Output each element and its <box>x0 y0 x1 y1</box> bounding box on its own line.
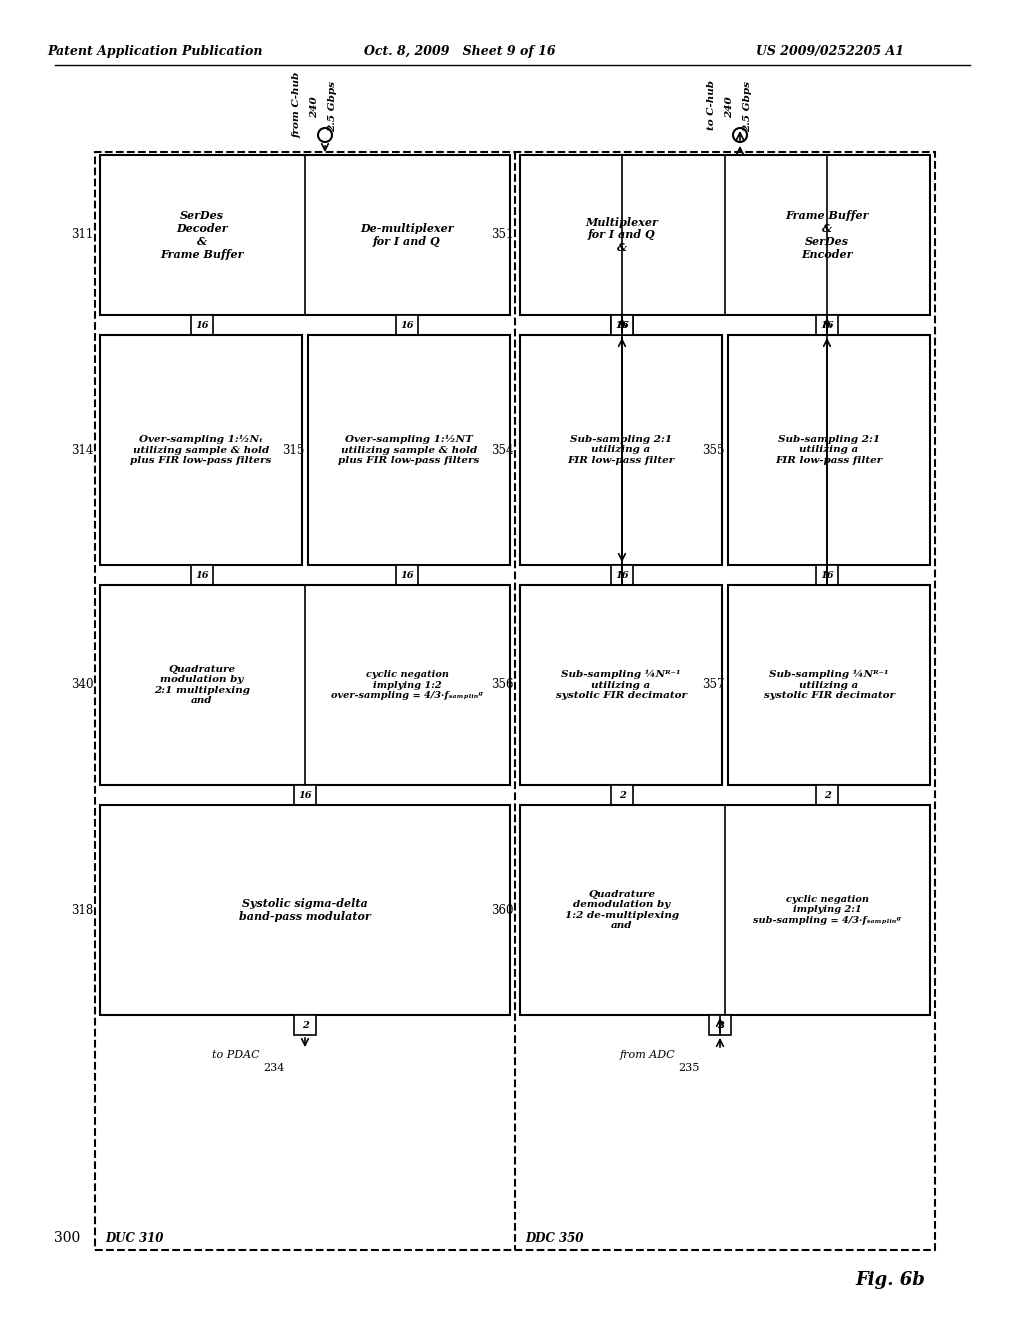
Text: 2: 2 <box>618 791 626 800</box>
Text: 16: 16 <box>196 321 209 330</box>
Bar <box>520 154 930 315</box>
Text: Patent Application Publication: Patent Application Publication <box>47 45 263 58</box>
Text: 340: 340 <box>71 678 93 692</box>
Text: Over-sampling 1:½NT
utilizing sample & hold
plus FIR low-pass filters: Over-sampling 1:½NT utilizing sample & h… <box>338 436 479 465</box>
Text: 16: 16 <box>820 570 834 579</box>
Text: Oct. 8, 2009   Sheet 9 of 16: Oct. 8, 2009 Sheet 9 of 16 <box>365 45 556 58</box>
Bar <box>100 154 510 315</box>
Text: Sub-sampling 2:1
utilizing a
FIR low-pass filter: Sub-sampling 2:1 utilizing a FIR low-pas… <box>775 436 883 465</box>
Text: Sub-sampling 2:1
utilizing a
FIR low-pass filter: Sub-sampling 2:1 utilizing a FIR low-pas… <box>567 436 675 465</box>
Text: 351: 351 <box>490 228 513 242</box>
Text: 354: 354 <box>490 444 513 457</box>
Bar <box>520 585 722 785</box>
Text: 300: 300 <box>53 1232 80 1245</box>
Text: from ADC: from ADC <box>620 1049 675 1060</box>
Bar <box>191 565 213 585</box>
Text: SerDes
Decoder
&
Frame Buffer: SerDes Decoder & Frame Buffer <box>160 210 244 260</box>
Bar <box>308 335 510 565</box>
Text: 2: 2 <box>302 1020 308 1030</box>
Text: 16: 16 <box>298 791 311 800</box>
Text: to C-hub: to C-hub <box>708 81 717 129</box>
Text: Quadrature
modulation by
2:1 multiplexing
and: Quadrature modulation by 2:1 multiplexin… <box>154 665 250 705</box>
Bar <box>611 785 633 805</box>
Text: De-multiplexer
for I and Q: De-multiplexer for I and Q <box>360 223 454 247</box>
Bar <box>100 585 510 785</box>
Text: Over-sampling 1:½Nₜ
utilizing sample & hold
plus FIR low-pass filters: Over-sampling 1:½Nₜ utilizing sample & h… <box>130 436 271 465</box>
Text: cyclic negation
implying 2:1
sub-sampling = 4/3·fₛₐₘₚₗᵢₙᵍ: cyclic negation implying 2:1 sub-samplin… <box>753 895 901 925</box>
Text: 311: 311 <box>71 228 93 242</box>
Bar <box>520 805 930 1015</box>
Bar <box>611 315 633 335</box>
Text: Sub-sampling ¼Nᴿ⁻¹
utilizing a
systolic FIR decimator: Sub-sampling ¼Nᴿ⁻¹ utilizing a systolic … <box>555 671 686 700</box>
Text: 16: 16 <box>615 321 629 330</box>
Text: 315: 315 <box>282 444 304 457</box>
Text: 16: 16 <box>615 321 629 330</box>
Text: Frame Buffer
&
SerDes
Encoder: Frame Buffer & SerDes Encoder <box>785 210 868 260</box>
Text: 16: 16 <box>196 570 209 579</box>
Text: Fig. 6b: Fig. 6b <box>855 1271 925 1290</box>
Text: 240: 240 <box>725 96 734 117</box>
Text: from C-hub: from C-hub <box>293 71 301 139</box>
Bar <box>95 152 935 1250</box>
Bar <box>816 565 838 585</box>
Text: Multiplexer
for I and Q
&: Multiplexer for I and Q & <box>586 216 658 253</box>
Text: cyclic negation
implying 1:2
over-sampling = 4/3·fₛₐₘₚₗᵢₙᵍ: cyclic negation implying 1:2 over-sampli… <box>331 671 483 700</box>
Text: 16: 16 <box>820 321 834 330</box>
Bar <box>294 1015 316 1035</box>
Text: 2: 2 <box>823 791 830 800</box>
Bar <box>611 565 633 585</box>
Bar <box>520 335 722 565</box>
Bar <box>728 585 930 785</box>
Text: 2: 2 <box>717 1020 723 1030</box>
Text: 16: 16 <box>400 321 414 330</box>
Bar <box>611 315 633 335</box>
Text: 357: 357 <box>701 678 724 692</box>
Bar <box>191 315 213 335</box>
Text: 235: 235 <box>679 1063 700 1073</box>
Text: 356: 356 <box>490 678 513 692</box>
Bar <box>396 315 418 335</box>
Text: Sub-sampling ¼Nᴿ⁻¹
utilizing a
systolic FIR decimator: Sub-sampling ¼Nᴿ⁻¹ utilizing a systolic … <box>764 671 895 700</box>
Text: 234: 234 <box>263 1063 285 1073</box>
Bar <box>816 315 838 335</box>
Text: 314: 314 <box>71 444 93 457</box>
Text: 318: 318 <box>71 903 93 916</box>
Text: to PDAC: to PDAC <box>212 1049 260 1060</box>
Text: 2.5 Gbps: 2.5 Gbps <box>329 82 338 132</box>
Text: DUC 310: DUC 310 <box>105 1232 164 1245</box>
Bar <box>728 335 930 565</box>
Text: 16: 16 <box>615 570 629 579</box>
Bar <box>816 785 838 805</box>
Text: Systolic sigma-delta
band-pass modulator: Systolic sigma-delta band-pass modulator <box>240 898 371 921</box>
Bar <box>709 1015 731 1035</box>
Bar <box>100 335 302 565</box>
Text: 355: 355 <box>701 444 724 457</box>
Text: Quadrature
demodulation by
1:2 de-multiplexing
and: Quadrature demodulation by 1:2 de-multip… <box>565 890 679 931</box>
Text: 360: 360 <box>490 903 513 916</box>
Bar <box>100 805 510 1015</box>
Text: 16: 16 <box>400 570 414 579</box>
Text: 2.5 Gbps: 2.5 Gbps <box>743 82 753 132</box>
Bar <box>294 785 316 805</box>
Text: 240: 240 <box>310 96 319 117</box>
Bar <box>396 565 418 585</box>
Text: DDC 350: DDC 350 <box>525 1232 584 1245</box>
Text: US 2009/0252205 A1: US 2009/0252205 A1 <box>756 45 904 58</box>
